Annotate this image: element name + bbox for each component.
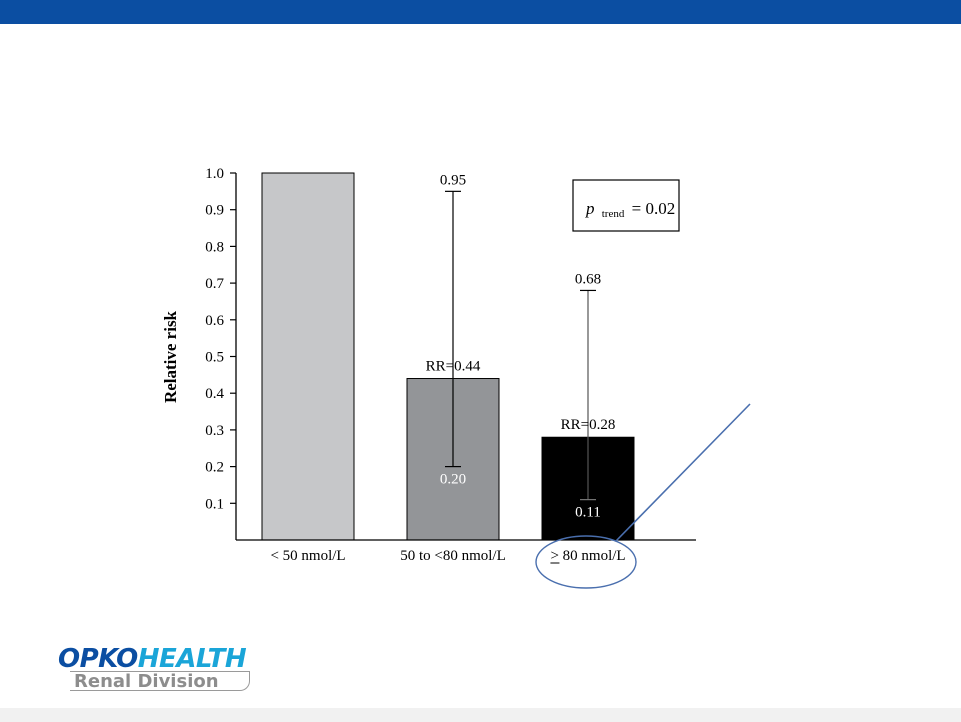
y-tick-label: 0.9 bbox=[205, 203, 224, 219]
y-tick-label: 0.3 bbox=[205, 423, 224, 439]
highlight-pointer-line bbox=[615, 403, 751, 542]
x-tick-label: < 50 nmol/L bbox=[270, 548, 345, 564]
rr-label: RR=0.28 bbox=[561, 417, 616, 433]
y-tick-label: 0.4 bbox=[205, 386, 224, 402]
y-tick-label: 0.2 bbox=[205, 460, 224, 476]
y-tick-label: 0.1 bbox=[205, 496, 224, 512]
logo-health: HEALTH bbox=[137, 644, 247, 674]
ci-upper-label: 0.95 bbox=[440, 172, 466, 188]
p-trend-annotation: p trend = 0.02 bbox=[572, 179, 680, 232]
ci-lower-label: 0.11 bbox=[575, 505, 601, 521]
highlight-ellipse bbox=[535, 535, 637, 589]
p-symbol: p bbox=[585, 199, 595, 218]
opko-health-logo: OPKOHEALTH Renal Division bbox=[58, 644, 268, 696]
bar bbox=[261, 172, 355, 541]
y-tick-label: 1.0 bbox=[205, 166, 224, 182]
svg-text:p trend = 0.02: p trend = 0.02 bbox=[585, 199, 675, 221]
y-axis-label: Relative risk bbox=[161, 310, 180, 403]
y-tick-label: 0.8 bbox=[205, 239, 224, 255]
rr-label: RR=0.44 bbox=[426, 359, 481, 375]
logo-opko: OPKO bbox=[58, 644, 138, 674]
logo-subtitle: Renal Division bbox=[70, 671, 250, 692]
ci-lower-label: 0.20 bbox=[440, 472, 466, 488]
logo-wordmark: OPKOHEALTH bbox=[58, 644, 247, 674]
bottom-band bbox=[0, 708, 961, 722]
x-tick-label: 50 to <80 nmol/L bbox=[400, 548, 506, 564]
y-tick-label: 0.7 bbox=[205, 276, 224, 292]
ci-upper-label: 0.68 bbox=[575, 271, 601, 287]
y-tick-label: 0.5 bbox=[205, 350, 224, 366]
x-tick-label: > 80 nmol/L bbox=[550, 548, 625, 564]
top-bar bbox=[0, 0, 961, 24]
p-subscript: trend bbox=[602, 208, 625, 220]
p-value: = 0.02 bbox=[632, 199, 676, 218]
y-tick-label: 0.6 bbox=[205, 313, 224, 329]
